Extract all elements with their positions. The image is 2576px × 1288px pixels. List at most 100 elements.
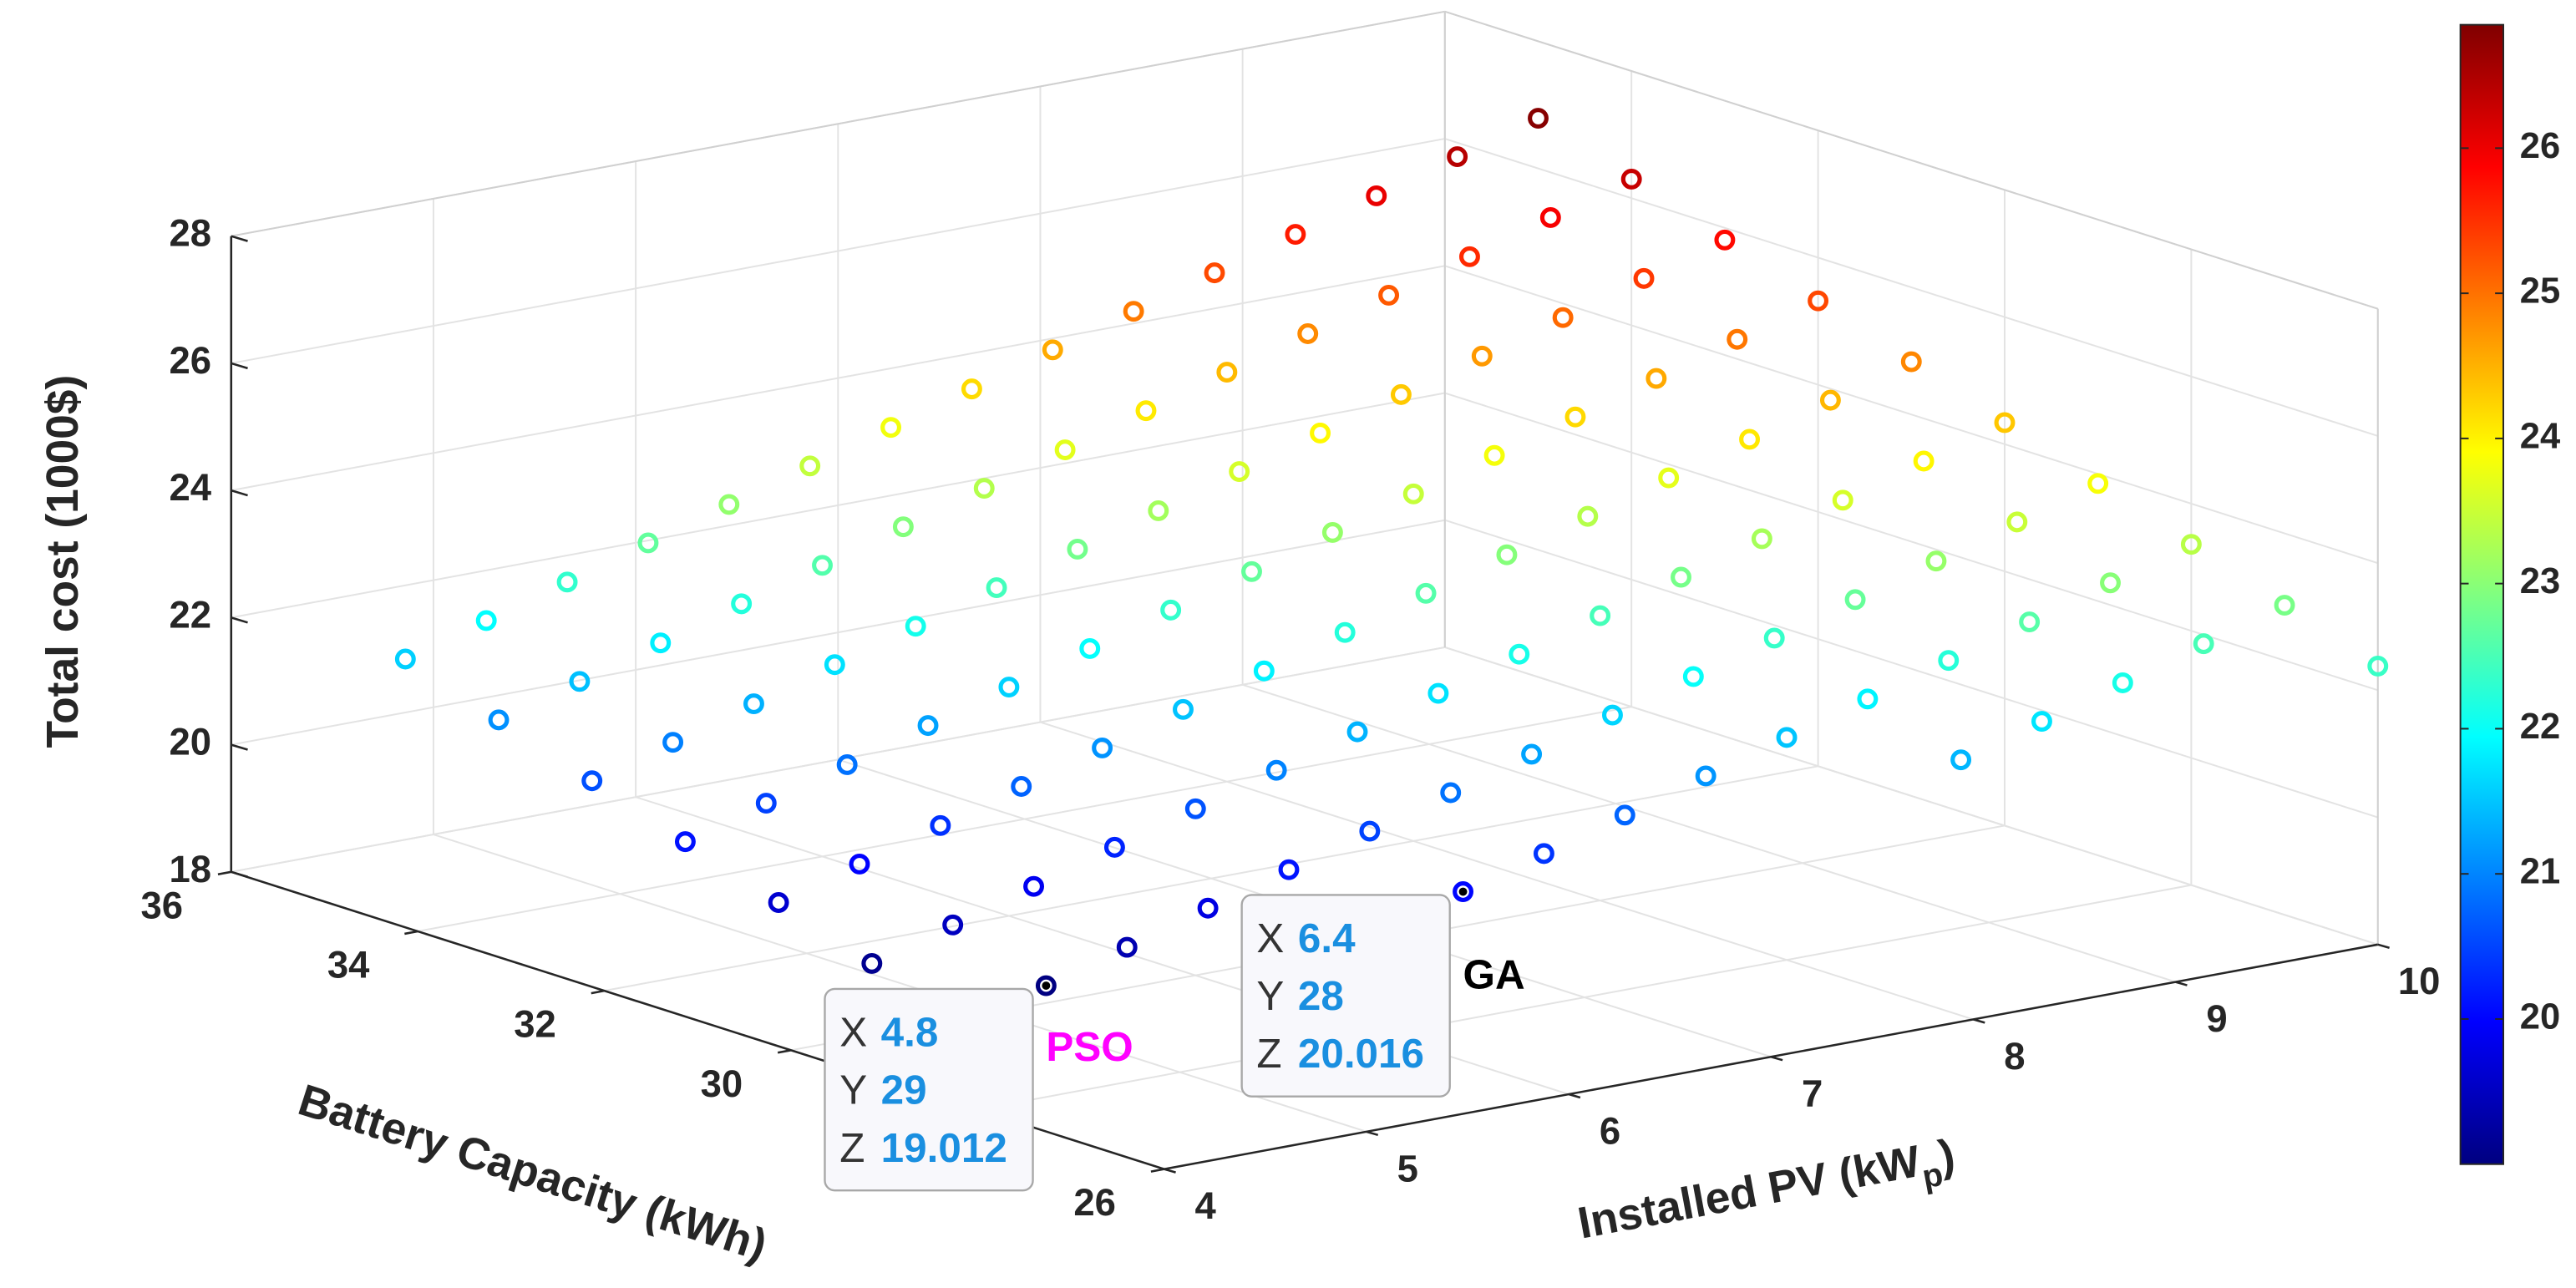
data-point	[650, 632, 672, 654]
data-point	[718, 494, 740, 515]
z-tick-label: 24	[169, 466, 211, 509]
data-point	[986, 577, 1007, 599]
x-tick-mark	[1164, 1168, 1176, 1174]
data-point	[475, 610, 497, 631]
grid-line	[977, 884, 2192, 1111]
data-point	[1453, 881, 1474, 902]
data-point	[930, 814, 951, 836]
z-axis-label: Total cost (1000$)	[38, 375, 88, 748]
data-point	[755, 793, 777, 814]
data-point	[2031, 711, 2052, 733]
data-point	[1857, 688, 1879, 710]
datatip-box	[1240, 894, 1451, 1098]
colorbar-tick-label: 24	[2520, 416, 2560, 456]
data-point	[1602, 704, 1623, 726]
datatip-key: Y	[839, 1067, 867, 1113]
grid-line	[417, 706, 1632, 932]
x-tick-label: 6	[1600, 1110, 1620, 1153]
data-point	[1900, 351, 1922, 373]
grid-line	[1444, 519, 2379, 819]
datatip-marker	[1042, 981, 1051, 990]
data-point	[1950, 749, 1972, 771]
data-point	[1042, 339, 1063, 361]
data-point	[1359, 820, 1381, 842]
data-point	[1496, 544, 1518, 565]
data-point	[2180, 534, 2202, 555]
box-edge	[231, 10, 1445, 237]
grid-line	[231, 519, 1445, 746]
grid-line	[231, 138, 1445, 364]
data-point	[2274, 595, 2295, 616]
data-point	[1714, 229, 1736, 251]
x-tick-mark	[1568, 1093, 1581, 1099]
data-point	[861, 952, 883, 974]
x-axis-label: Installed PV (kWp)	[1575, 1130, 1961, 1259]
box-edge	[1444, 10, 2379, 310]
z-tick-label: 28	[169, 212, 211, 255]
datatip-value: 19.012	[881, 1125, 1007, 1171]
data-point	[1285, 224, 1306, 245]
data-point	[1552, 307, 1574, 328]
data-point	[1682, 666, 1704, 687]
data-point	[1123, 301, 1144, 322]
x-tick-label: 7	[1802, 1072, 1823, 1115]
x-tick-mark	[2175, 981, 2188, 986]
data-point	[1521, 743, 1543, 765]
data-point	[1265, 759, 1287, 781]
data-point	[1135, 400, 1157, 422]
grid-line	[1444, 265, 2379, 565]
datatip-value: 6.4	[1298, 915, 1356, 961]
data-point	[2006, 511, 2028, 533]
data-point	[1994, 412, 2016, 434]
z-tick-label: 18	[169, 848, 211, 890]
data-point	[637, 532, 659, 554]
x-tick-label: 5	[1397, 1147, 1418, 1189]
y-tick-label: 34	[327, 943, 370, 986]
x-tick-mark	[1366, 1130, 1379, 1137]
data-point	[1727, 328, 1748, 350]
data-point	[1459, 246, 1480, 267]
data-point	[1402, 483, 1424, 505]
z-tick-label: 26	[169, 339, 211, 382]
data-point	[1447, 146, 1468, 168]
data-point	[1832, 489, 1853, 511]
z-tick-mark	[231, 870, 248, 878]
z-tick-mark	[231, 235, 248, 242]
y-tick-mark	[1150, 1168, 1164, 1173]
data-point	[1471, 345, 1493, 367]
colorbar-tick-label: 26	[2520, 126, 2560, 166]
data-point	[905, 616, 926, 637]
data-point	[1116, 936, 1138, 958]
data-point	[674, 831, 696, 853]
datatip-value: 29	[881, 1067, 927, 1113]
datatip-value: 4.8	[881, 1009, 939, 1055]
grid-line	[231, 265, 1445, 492]
data-point	[1310, 423, 1331, 444]
x-tick-label: 9	[2206, 997, 2227, 1040]
grid-line	[1040, 721, 1974, 1021]
data-point	[768, 892, 789, 913]
y-tick-mark	[404, 930, 418, 936]
grid-line	[1444, 647, 2379, 946]
grid-line	[1242, 683, 2176, 983]
datatip-key: X	[839, 1009, 867, 1055]
data-point	[1054, 439, 1076, 460]
data-point	[1390, 383, 1412, 405]
data-point	[998, 677, 1020, 697]
data-point	[2019, 611, 2041, 633]
data-point	[973, 478, 995, 499]
data-point	[1645, 368, 1667, 389]
data-point	[581, 770, 603, 792]
data-point	[1092, 737, 1113, 758]
data-point	[1253, 660, 1275, 682]
data-point	[1184, 798, 1206, 819]
data-point	[1633, 267, 1655, 289]
colorbar-tick-label: 20	[2520, 996, 2560, 1037]
data-point	[1528, 108, 1549, 129]
data-point	[1614, 804, 1635, 826]
datatip-key: Z	[1256, 1031, 1281, 1077]
data-point	[569, 671, 591, 692]
data-point	[1483, 444, 1505, 466]
